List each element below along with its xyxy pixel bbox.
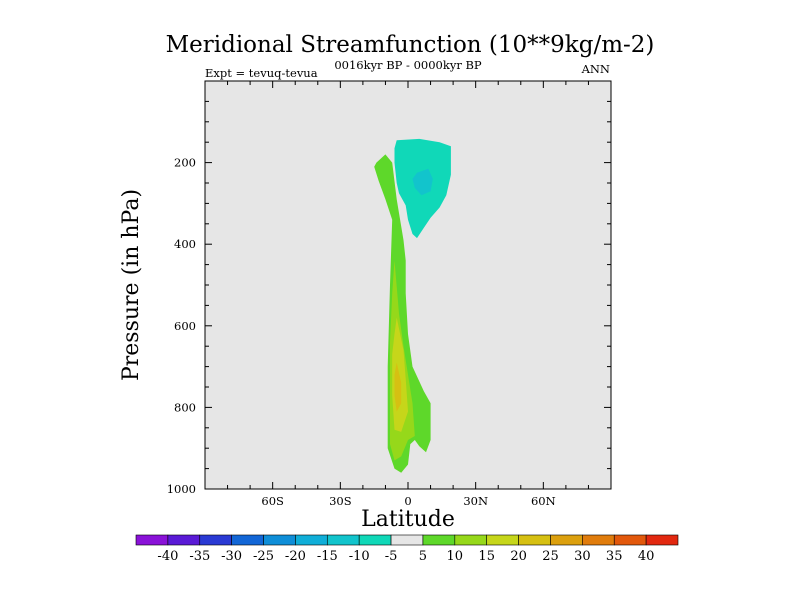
colorbar-label: -15: [317, 549, 338, 564]
colorbar-box: [390, 534, 424, 546]
subtitle-season: ANN: [581, 62, 610, 76]
colorbar-box: [263, 534, 296, 546]
colorbar-label: 40: [638, 549, 655, 564]
colorbar-label: 35: [606, 549, 623, 564]
colorbar-label: -30: [221, 549, 242, 564]
subtitle-period: 0016kyr BP - 0000kyr BP: [334, 58, 482, 72]
x-tick-label: 60N: [531, 494, 556, 508]
colorbar-box: [326, 534, 360, 546]
colorbar-label: 30: [574, 549, 591, 564]
x-tick-label: 60S: [261, 494, 284, 508]
colorbar-label: -10: [349, 549, 370, 564]
y-tick-label: 600: [174, 319, 196, 333]
colorbar-label: -40: [157, 549, 178, 564]
colorbar-label: 10: [447, 549, 464, 564]
colorbar-label: -5: [385, 549, 398, 564]
colorbar-box: [645, 534, 679, 546]
plot-area: 60S 30S 0 30N 60N 200 400 600 800 1000: [167, 80, 612, 508]
colorbar-label: 15: [478, 549, 495, 564]
contour-regions: [374, 138, 451, 473]
subtitle-expt: Expt = tevuq-tevua: [205, 66, 318, 80]
x-tick-label: 30S: [329, 494, 352, 508]
contour-positive-cell-outer: [374, 154, 431, 473]
colorbar-box: [613, 534, 647, 546]
colorbar-label: -20: [285, 549, 306, 564]
colorbar-label: -35: [189, 549, 210, 564]
colorbar-box: [582, 534, 615, 546]
colorbar-box: [454, 534, 488, 546]
contour-negative-cell-core: [412, 168, 433, 196]
colorbar-box: [295, 534, 328, 546]
colorbar-box: [518, 534, 551, 546]
colorbar-label: 5: [419, 549, 427, 564]
axis-ticks: 60S 30S 0 30N 60N 200 400 600 800 1000: [167, 81, 611, 508]
x-axis-label: Latitude: [361, 507, 455, 532]
y-tick-label: 200: [174, 156, 196, 170]
x-tick-label: 30N: [463, 494, 488, 508]
y-tick-label: 1000: [167, 482, 196, 496]
colorbar-box: [135, 534, 169, 546]
colorbar-box: [199, 534, 232, 546]
y-axis-label: Pressure (in hPa): [119, 189, 144, 381]
colorbar-box: [486, 534, 519, 546]
colorbar-box: [422, 534, 456, 546]
colorbar-label: 25: [542, 549, 559, 564]
colorbar-box: [550, 534, 583, 546]
colorbar-box: [358, 534, 392, 546]
contour-positive-cell-peak: [394, 362, 402, 412]
colorbar: -40 -35 -30 -25 -20 -15 -10 -5 5 10 15 20 25 30 35 40: [135, 534, 679, 564]
colorbar-label: -25: [253, 549, 274, 564]
colorbar-label: 20: [510, 549, 527, 564]
y-tick-label: 800: [174, 400, 196, 414]
x-tick-label: 0: [404, 494, 411, 508]
colorbar-box: [167, 534, 201, 546]
colorbar-box: [231, 534, 264, 546]
y-tick-label: 400: [174, 237, 196, 251]
chart-title: Meridional Streamfunction (10**9kg/m-2): [166, 32, 655, 58]
